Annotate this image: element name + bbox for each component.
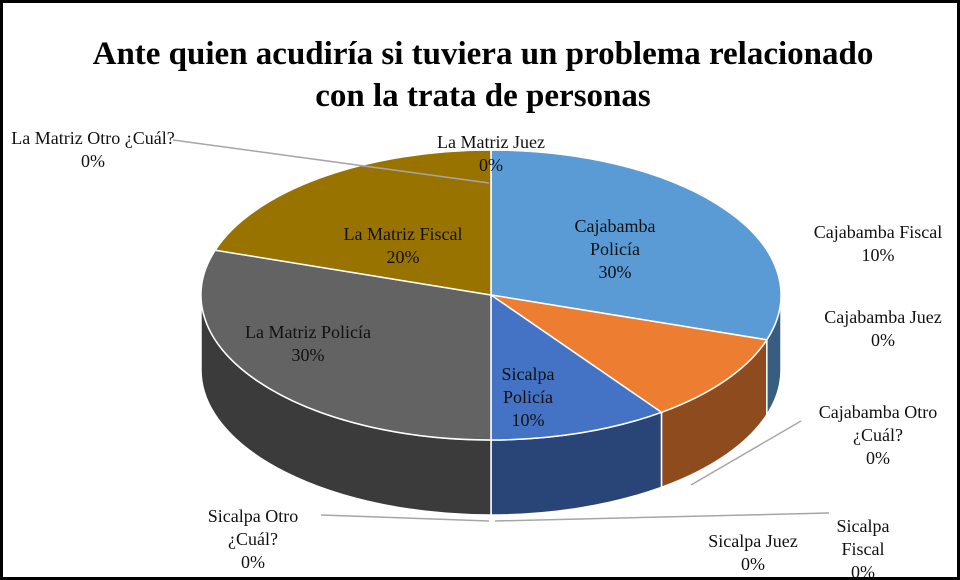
leader-line xyxy=(320,514,490,522)
label-value: 0% xyxy=(81,151,105,171)
leader-line xyxy=(690,420,802,486)
leader-line xyxy=(494,512,830,522)
data-label: La Matriz Fiscal 20% xyxy=(318,223,488,269)
label-name: La Matriz Fiscal xyxy=(343,224,463,244)
label-value: 30% xyxy=(598,262,632,282)
label-name: Sicalpa Juez xyxy=(708,531,798,551)
data-label: Cajabamba Otro ¿Cuál? 0% xyxy=(793,401,957,470)
label-name: Sicalpa Policía xyxy=(501,364,555,407)
data-label: La Matriz Policía 30% xyxy=(208,321,408,367)
label-value: 20% xyxy=(386,247,420,267)
label-name: Sicalpa Otro ¿Cuál? xyxy=(207,506,299,549)
label-value: 30% xyxy=(291,345,325,365)
data-label: Sicalpa Otro ¿Cuál? 0% xyxy=(183,505,323,574)
leader-line xyxy=(172,139,490,184)
label-value: 0% xyxy=(479,155,503,175)
data-label: Cajabamba Juez 0% xyxy=(783,306,957,352)
label-value: 0% xyxy=(866,448,890,468)
label-name: La Matriz Juez xyxy=(437,132,545,152)
label-value: 0% xyxy=(741,554,765,574)
slice xyxy=(490,294,769,414)
label-value: 10% xyxy=(861,245,895,265)
label-name: Sicalpa Fiscal xyxy=(836,516,890,559)
label-name: Cajabamba Juez xyxy=(824,307,942,327)
label-name: La Matriz Otro ¿Cuál? xyxy=(11,128,175,148)
slice xyxy=(490,149,782,341)
label-name: Cajabamba Otro ¿Cuál? xyxy=(818,402,938,445)
slice xyxy=(213,149,492,296)
label-value: 10% xyxy=(511,410,545,430)
data-label: La Matriz Otro ¿Cuál? 0% xyxy=(8,127,178,173)
data-label: Sicalpa Policía 10% xyxy=(488,363,568,432)
data-label: La Matriz Juez 0% xyxy=(411,131,571,177)
label-name: La Matriz Policía xyxy=(245,322,371,342)
label-value: 0% xyxy=(871,330,895,350)
data-label: Sicalpa Fiscal 0% xyxy=(828,515,898,580)
label-name: Cajabamba Fiscal xyxy=(813,222,943,242)
data-label: Sicalpa Juez 0% xyxy=(688,530,818,576)
slice xyxy=(200,249,492,441)
label-name: Cajabamba Policía xyxy=(574,216,656,259)
pie-area xyxy=(172,139,830,522)
data-label: Cajabamba Fiscal 10% xyxy=(778,221,957,267)
chart-title: Ante quien acudiría si tuviera un proble… xyxy=(92,36,874,114)
label-value: 0% xyxy=(851,562,875,580)
pie-tops xyxy=(200,149,782,441)
slice xyxy=(490,293,664,441)
pie-sides xyxy=(200,294,782,516)
data-label: Cajabamba Policía 30% xyxy=(560,215,670,284)
label-value: 0% xyxy=(241,552,265,572)
